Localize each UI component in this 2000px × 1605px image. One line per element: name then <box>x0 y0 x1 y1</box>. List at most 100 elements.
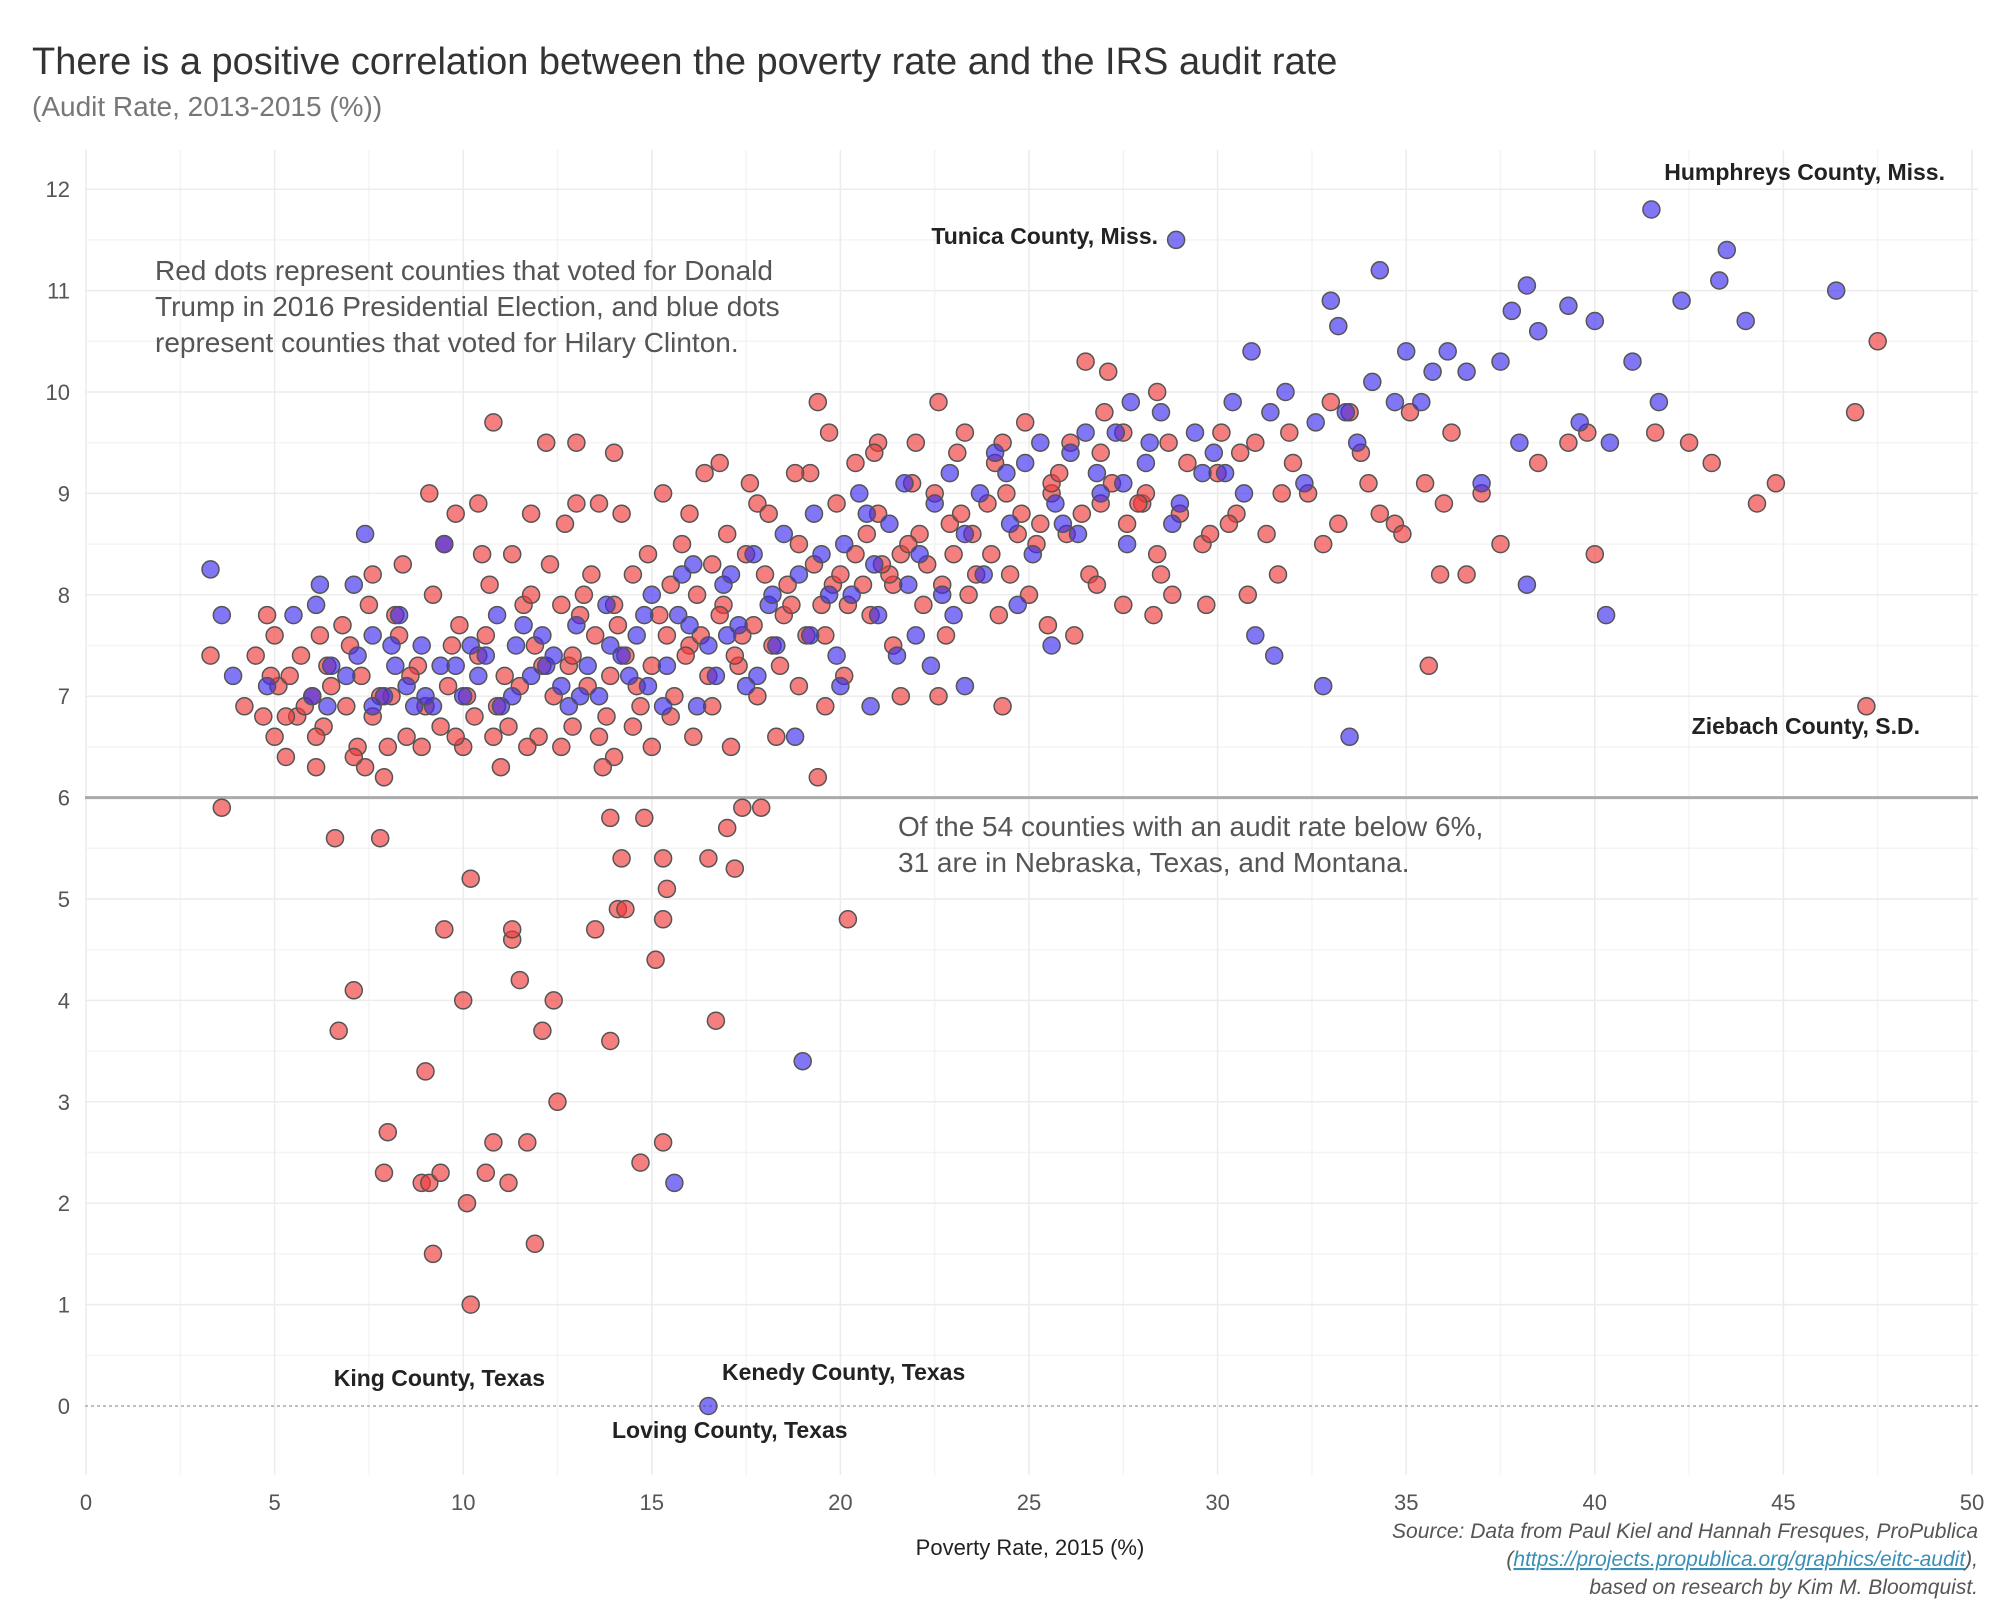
clinton-county-point <box>1215 463 1235 483</box>
clinton-county-point <box>827 646 846 665</box>
trump-county-point <box>310 626 330 645</box>
trump-county-point <box>1747 494 1767 513</box>
clinton-county-point <box>921 656 941 676</box>
clinton-county-point <box>1246 626 1265 645</box>
clinton-county-point <box>601 636 620 655</box>
clinton-county-point <box>687 697 707 716</box>
clinton-county-point <box>1000 514 1020 534</box>
trump-county-point <box>717 524 737 544</box>
clinton-county-point <box>502 686 522 706</box>
clinton-county-point <box>310 575 330 594</box>
clinton-county-point <box>589 686 609 706</box>
trump-county-point <box>574 585 594 605</box>
clinton-county-point <box>476 646 496 665</box>
clinton-county-point <box>1502 301 1522 321</box>
clinton-county-point <box>1042 636 1061 655</box>
trump-county-point <box>1144 605 1163 625</box>
trump-county-point <box>1280 423 1299 442</box>
clinton-county-point <box>1204 443 1224 463</box>
clinton-county-point <box>461 636 480 655</box>
clinton-county-point <box>344 575 364 594</box>
source-link[interactable]: https://projects.propublica.org/graphics… <box>1513 1548 1966 1571</box>
trump-county-point <box>608 615 628 635</box>
clinton-county-point <box>880 514 899 534</box>
trump-county-point <box>1442 423 1461 442</box>
clinton-county-point <box>1053 514 1073 534</box>
trump-county-point <box>706 1011 726 1030</box>
trump-county-point <box>616 899 635 919</box>
trump-county-point <box>914 595 933 615</box>
clinton-county-point <box>1517 276 1537 295</box>
clinton-county-point <box>1528 321 1548 341</box>
trump-county-point <box>499 717 518 736</box>
trump-county-point <box>929 686 948 706</box>
trump-county-point <box>502 920 522 939</box>
trump-county-point <box>657 879 677 899</box>
trump-county-point <box>518 1133 537 1152</box>
trump-county-point <box>254 707 273 726</box>
clinton-county-point <box>1170 494 1190 513</box>
trump-county-point <box>246 646 265 665</box>
point-labels: Humphreys County, Miss. Tunica County, M… <box>334 159 1945 1443</box>
trump-county-point <box>631 697 650 716</box>
trump-county-point <box>329 1021 348 1041</box>
clinton-county-point <box>865 555 884 574</box>
source-caption: Source: Data from Paul Kiel and Hannah F… <box>1392 1520 1978 1599</box>
clinton-county-point <box>774 524 794 544</box>
clinton-county-point <box>1438 342 1457 361</box>
trump-county-point <box>344 981 364 1000</box>
trump-county-point <box>676 646 695 665</box>
trump-county-point <box>484 727 503 747</box>
x-tick-label: 20 <box>828 1490 852 1515</box>
clinton-county-point <box>1336 403 1356 422</box>
trump-county-point <box>457 1193 477 1213</box>
y-tick-label: 11 <box>47 279 70 304</box>
clinton-county-point <box>1396 342 1416 361</box>
chart-title: There is a positive correlation between … <box>32 41 1337 83</box>
trump-county-point <box>672 534 692 554</box>
trump-county-point <box>446 504 465 523</box>
trump-county-point <box>325 828 345 848</box>
clinton-county-point <box>997 463 1016 483</box>
clinton-county-point <box>1087 463 1107 483</box>
trump-county-point <box>1087 575 1107 594</box>
clinton-county-point <box>318 697 337 716</box>
trump-county-point <box>612 849 631 868</box>
annotation-legend-line-3: represent counties that voted for Hilary… <box>155 327 739 358</box>
trump-county-point <box>635 808 654 828</box>
clinton-county-point <box>665 1173 684 1193</box>
trump-county-point <box>755 565 775 584</box>
clinton-county-point <box>212 605 232 625</box>
trump-county-point <box>567 494 586 513</box>
trump-county-point <box>212 798 232 817</box>
trump-county-point <box>623 717 643 736</box>
trump-county-point <box>1434 494 1454 513</box>
trump-county-point <box>499 1173 518 1193</box>
clinton-county-point <box>932 585 952 605</box>
trump-county-point <box>1679 433 1699 452</box>
y-tick-label: 2 <box>58 1191 70 1216</box>
clinton-county-point <box>944 605 963 625</box>
x-tick-label: 25 <box>1017 1490 1041 1515</box>
clinton-county-point <box>706 666 726 686</box>
clinton-county-point <box>717 626 737 645</box>
trump-county-point <box>1845 403 1865 422</box>
clinton-county-point <box>1193 463 1212 483</box>
clinton-county-point <box>1061 443 1080 463</box>
clinton-county-point <box>514 615 533 635</box>
trump-county-point <box>555 514 575 534</box>
clinton-county-point <box>985 443 1005 463</box>
trump-county-point <box>1313 534 1333 554</box>
trump-county-point <box>1117 514 1137 534</box>
trump-county-point <box>265 727 284 747</box>
trump-county-point <box>702 555 722 574</box>
trump-county-point <box>789 676 809 696</box>
clinton-county-point <box>533 626 552 645</box>
trump-county-point <box>544 991 563 1010</box>
trump-county-point <box>431 1163 450 1183</box>
trump-county-point <box>484 1133 503 1152</box>
trump-county-point <box>604 443 624 463</box>
clinton-county-point <box>789 565 809 584</box>
y-tick-label: 9 <box>58 481 70 506</box>
